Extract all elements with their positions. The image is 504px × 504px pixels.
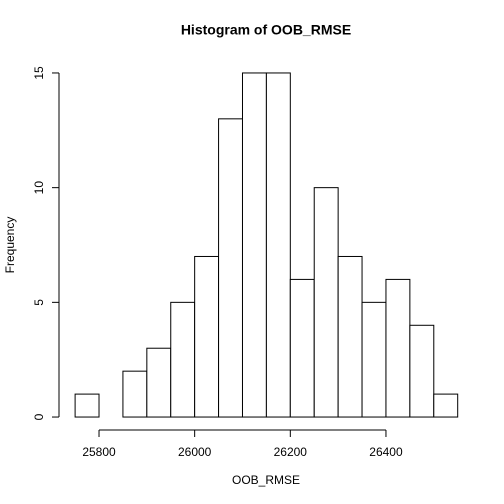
bar <box>122 370 148 418</box>
bar <box>265 72 291 418</box>
bar <box>313 187 339 418</box>
x-tick-label: 26200 <box>274 445 308 459</box>
y-tick-label: 0 <box>32 413 46 420</box>
y-axis-label: Frequency <box>3 217 17 274</box>
bar <box>194 255 220 418</box>
x-tick-label: 26400 <box>369 445 403 459</box>
bar <box>361 301 387 418</box>
x-tick-label: 26000 <box>178 445 212 459</box>
bar <box>146 347 172 418</box>
y-tick-label: 15 <box>32 66 46 80</box>
bar <box>337 255 363 418</box>
bar <box>433 393 459 418</box>
bar <box>218 118 243 418</box>
bar <box>409 324 435 418</box>
x-tick-label: 25800 <box>82 445 116 459</box>
chart-title: Histogram of OOB_RMSE <box>181 22 351 38</box>
x-axis-label: OOB_RMSE <box>232 473 300 487</box>
y-tick-label: 10 <box>32 181 46 195</box>
y-tick-label: 5 <box>32 299 46 306</box>
bar <box>74 393 100 418</box>
bar <box>170 301 196 418</box>
bar <box>289 278 315 418</box>
bar <box>241 72 267 418</box>
bar <box>385 278 411 418</box>
